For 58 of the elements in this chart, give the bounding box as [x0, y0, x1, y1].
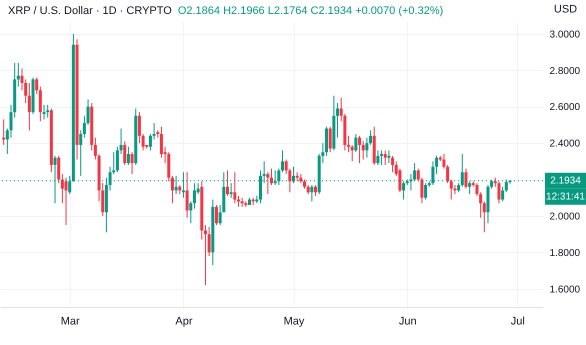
y-tick-label: 2.6000: [550, 102, 581, 114]
candlestick: [266, 172, 270, 195]
candlestick: [501, 186, 504, 202]
candlestick: [358, 135, 362, 164]
candlestick: [468, 180, 472, 195]
candlestick: [340, 97, 343, 122]
chart-title: XRP / U.S. Dollar · 1D · CRYPTO: [8, 5, 172, 17]
candlestick: [402, 180, 406, 200]
candlestick: [424, 182, 428, 200]
candlestick: [391, 155, 394, 173]
x-tick-label: Jun: [398, 316, 417, 328]
candlestick: [42, 104, 46, 120]
candlestick: [2, 118, 6, 146]
y-tick-label: 1.8000: [550, 248, 581, 259]
candlestick: [57, 155, 60, 184]
candlestick: [482, 200, 486, 233]
candlestick: [28, 82, 31, 131]
candlestick: [354, 133, 358, 153]
candlestick: [384, 150, 387, 166]
candlestick: [464, 168, 468, 190]
candlestick: [376, 150, 380, 166]
candlestick: [398, 168, 402, 193]
candlestick: [130, 152, 134, 175]
text: 12:31:41: [546, 192, 586, 203]
candlestick: [186, 172, 189, 218]
candlestick: [226, 170, 229, 196]
candlestick: [288, 168, 292, 193]
y-tick-label: 2.4000: [550, 138, 581, 150]
candlestick: [79, 130, 82, 176]
candlestick: [450, 179, 453, 200]
candlestick: [457, 182, 460, 193]
x-tick-label: May: [284, 316, 305, 328]
y-tick-label: 1.6000: [550, 284, 581, 296]
y-tick-label: 3.0000: [550, 29, 581, 40]
candlestick: [314, 184, 318, 196]
y-tick-label: 2.8000: [550, 66, 581, 77]
candlestick: [497, 180, 500, 204]
candlestick: [233, 172, 236, 204]
candlestick: [310, 184, 314, 202]
candlestick: [380, 150, 384, 166]
candlestick: [126, 146, 130, 166]
x-tick-label: Apr: [175, 316, 193, 328]
candlestick: [123, 140, 126, 166]
candlestick: [328, 126, 332, 153]
y-axis-title: USD: [554, 4, 578, 16]
chart-subtitle: O2.1864 H2.1966 L2.1764 C2.1934 +0.0070 (+0.32%): [178, 5, 444, 17]
candlestick: [218, 204, 222, 226]
candlestick: [64, 177, 68, 226]
candlestick: [35, 77, 38, 94]
ref-line-label: 2.1934: [550, 176, 582, 187]
candlestick: [284, 158, 288, 175]
y-tick-label: 2.0000: [550, 211, 581, 222]
candlestick: [38, 86, 42, 122]
x-tick-label: Mar: [60, 316, 80, 328]
candlestick: [178, 184, 182, 195]
x-tick-label: Jul: [510, 316, 525, 328]
candlestick: [16, 62, 20, 88]
candlestick: [214, 204, 218, 226]
